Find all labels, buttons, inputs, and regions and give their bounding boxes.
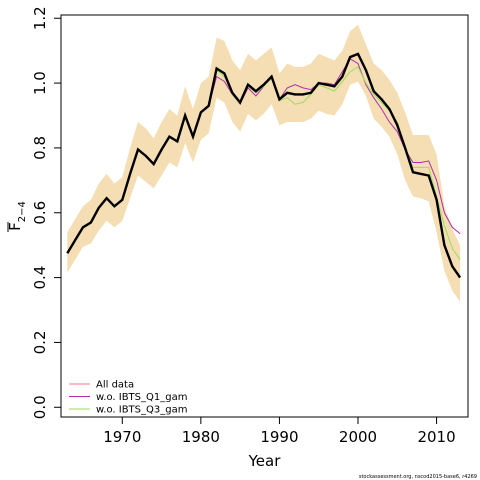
legend-label: w.o. IBTS_Q1_gam: [96, 392, 187, 403]
confidence-band: [67, 24, 461, 302]
x-tick-label: 2000: [339, 428, 377, 446]
x-tick-label: 1990: [260, 428, 298, 446]
y-tick-label: 1.0: [31, 71, 49, 95]
y-tick-label: 0.6: [31, 201, 49, 225]
y-tick-label: 0.0: [31, 395, 49, 419]
legend-label: All data: [96, 380, 134, 391]
x-tick-label: 2010: [417, 428, 455, 446]
y-tick-label: 0.4: [31, 266, 49, 290]
plot-area: [60, 14, 469, 418]
y-axis-title-main: F: [6, 222, 24, 231]
y-axis-title-subscript: 2−4: [17, 201, 28, 222]
y-ticks: 0.0 0.2 0.4 0.6 0.8 1.0 1.2: [31, 6, 61, 419]
x-axis-title: Year: [248, 452, 282, 470]
y-tick-label: 0.8: [31, 136, 49, 160]
x-axis: 1970 1980 1990 2000 2010: [103, 416, 456, 446]
legend-label: w.o. IBTS_Q3_gam: [96, 405, 187, 416]
y-axis: 0.0 0.2 0.4 0.6 0.8 1.0 1.2: [31, 6, 62, 419]
footnote: stockassessment.org, nscod2015-base6, r4…: [359, 474, 477, 480]
x-tick-label: 1980: [182, 428, 220, 446]
svg-text:F2−4: F2−4: [6, 201, 28, 231]
y-tick-label: 0.2: [31, 331, 49, 355]
y-tick-label: 1.2: [31, 6, 49, 30]
y-axis-title: F2−4: [6, 201, 28, 232]
x-tick-label: 1970: [103, 428, 141, 446]
x-ticks: 1970 1980 1990 2000 2010: [103, 417, 456, 446]
main-estimate-line: [66, 52, 462, 279]
